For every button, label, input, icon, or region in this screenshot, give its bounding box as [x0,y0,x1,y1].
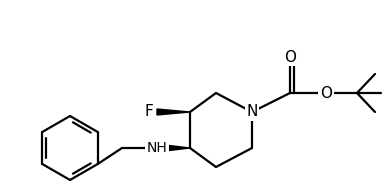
Text: F: F [144,105,153,120]
Polygon shape [165,145,190,151]
Text: O: O [284,49,296,64]
Polygon shape [157,109,190,115]
Text: N: N [246,105,258,120]
Text: O: O [320,86,332,100]
Text: NH: NH [147,141,167,155]
